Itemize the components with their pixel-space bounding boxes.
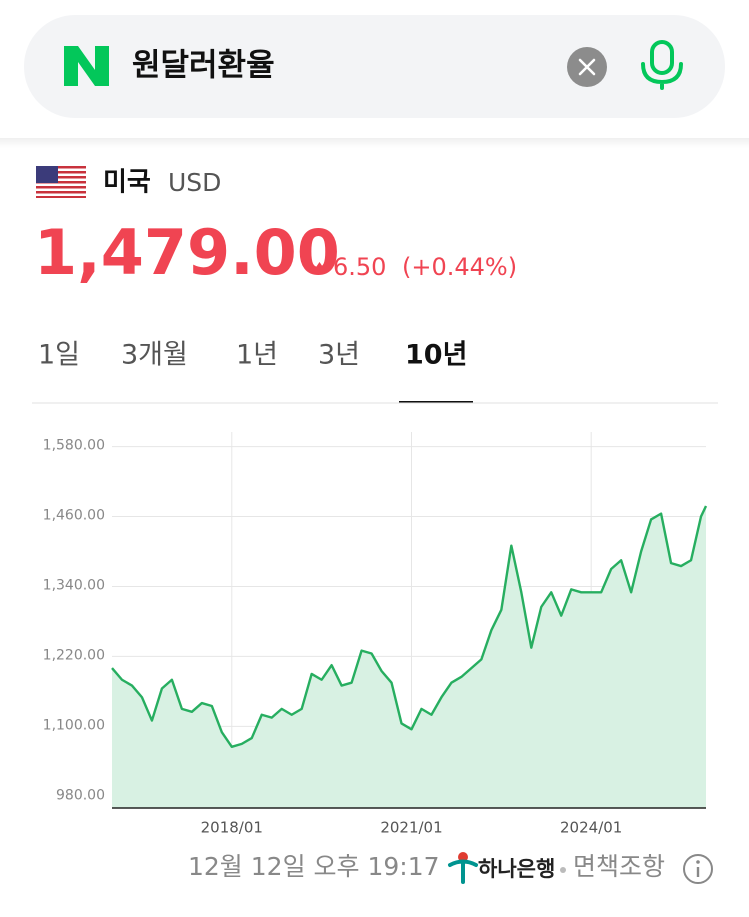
flag-stripes: [36, 166, 86, 198]
disclaimer[interactable]: 면책조항: [573, 852, 665, 881]
clear-x[interactable]: [578, 58, 596, 76]
flag-canton: [36, 166, 58, 183]
up-arrow: [312, 262, 327, 273]
info-dot[interactable]: [696, 860, 700, 864]
change-pct: (+0.44%): [402, 253, 517, 281]
naver-logo[interactable]: [64, 46, 109, 86]
chart: 980.00 1,100.00 1,220.00 1,340.00 1,460.00 1,…: [43, 432, 708, 837]
us-flag: [36, 166, 86, 198]
logo-mark: [448, 859, 478, 884]
x-tick-label: 2018/01: [201, 819, 263, 837]
clear-button[interactable]: [567, 47, 607, 87]
tab[interactable]: 3년: [318, 340, 360, 371]
separator-dot: [560, 867, 566, 873]
tab[interactable]: 3개월: [121, 340, 188, 371]
bank-logo: [448, 852, 478, 884]
timestamp: 12월 12일 오후 19:17: [188, 852, 440, 881]
y-tick-label: 1,340.00: [43, 577, 105, 593]
line: [111, 505, 708, 748]
y-tick-label: 1,460.00: [43, 508, 105, 524]
x-tick-label: 2021/01: [380, 819, 442, 837]
tabs: 1일 3개월 1년 3년 10년: [38, 340, 473, 403]
x-tick-label: 2024/01: [560, 819, 622, 837]
info-icon[interactable]: [683, 854, 713, 884]
tab[interactable]: 1년: [236, 340, 278, 371]
y-tick-label: 1,220.00: [43, 647, 105, 663]
info-circle[interactable]: [683, 854, 713, 884]
bank-name: 하나은행: [478, 857, 555, 881]
mic-body[interactable]: [650, 40, 674, 75]
y-tick-label: 1,100.00: [43, 717, 105, 733]
change: 6.50: [333, 253, 386, 281]
price: 1,479.00: [34, 216, 340, 289]
search-query[interactable]: 원달러환율: [132, 48, 275, 84]
mic-button[interactable]: [641, 40, 683, 90]
area: [112, 506, 706, 808]
tab[interactable]: 1일: [38, 340, 80, 371]
country: 미국: [103, 168, 151, 198]
logo-dot: [458, 852, 468, 862]
y-tick-label: 1,580.00: [43, 438, 105, 454]
y-tick-label: 980.00: [56, 787, 105, 803]
tab[interactable]: 10년: [405, 340, 467, 371]
search-bar[interactable]: [24, 15, 725, 118]
mic-stand[interactable]: [641, 62, 683, 90]
header-shadow: [0, 138, 749, 148]
currency-code: USD: [168, 168, 221, 197]
